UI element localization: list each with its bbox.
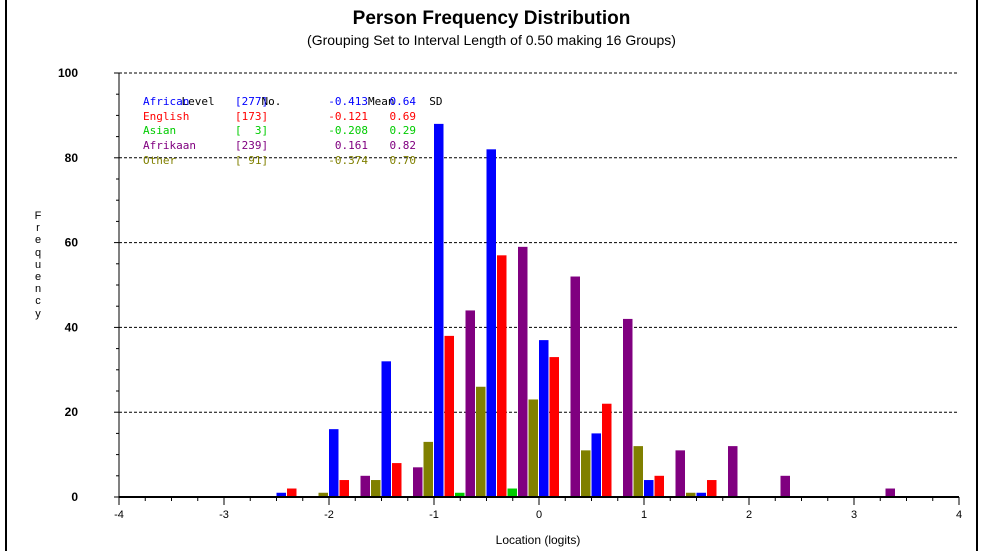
- legend-header: Level No. Mean SD: [143, 80, 443, 108]
- bar-english-5: [549, 357, 559, 497]
- y-tick-label-60: 60: [65, 236, 79, 250]
- bar-african-2: [381, 361, 391, 497]
- legend-header-mean: Mean: [368, 94, 395, 108]
- y-axis-label-char-0: F: [34, 210, 42, 222]
- legend-mean: 0.161: [334, 139, 368, 153]
- bar-other-6: [633, 446, 643, 497]
- legend-count: [ 91]: [235, 153, 269, 167]
- bar-other-2: [423, 441, 433, 497]
- bar-african-3: [434, 123, 444, 497]
- y-axis-label-char-6: n: [34, 283, 42, 296]
- x-tick-label-3: 3: [851, 509, 857, 521]
- legend: Level No. Mean SD African [277] -0.413 0.64 Eng…: [143, 80, 443, 169]
- bar-afrikaan-3: [465, 310, 475, 497]
- legend-count: [ 3]: [235, 124, 269, 138]
- y-axis-label-char-3: q: [34, 246, 42, 259]
- legend-mean: -0.121: [328, 109, 368, 123]
- legend-sd: 0.69: [389, 109, 417, 123]
- y-tick-label-0: 0: [71, 490, 78, 504]
- legend-count: [277]: [235, 94, 269, 108]
- chart-subtitle: (Grouping Set to Interval Length of 0.50…: [307, 32, 676, 48]
- legend-header-sd: SD: [429, 94, 443, 108]
- bar-afrikaan-5: [570, 276, 580, 497]
- y-tick-label-100: 100: [58, 66, 78, 80]
- x-tick-label--3: -3: [219, 509, 229, 521]
- legend-sd: 0.64: [389, 94, 417, 108]
- legend-row-english: English [173] -0.121 0.69: [143, 110, 443, 125]
- bar-english-7: [654, 475, 664, 497]
- bar-afrikaan-9: [780, 475, 790, 497]
- bar-english-4: [497, 255, 507, 497]
- x-tick-label--2: -2: [324, 509, 334, 521]
- bar-english-0: [287, 488, 297, 497]
- y-axis-label-char-7: c: [35, 295, 41, 308]
- legend-header-level: Level: [181, 94, 215, 108]
- plot-frame: [5, 0, 978, 551]
- x-tick-label-2: 2: [746, 509, 752, 521]
- x-tick-label-0: 0: [536, 509, 542, 521]
- bar-other-4: [528, 399, 538, 497]
- x-axis-label: Location (logits): [495, 533, 581, 547]
- bar-other-7: [686, 492, 696, 497]
- bar-english-1: [339, 480, 349, 497]
- bar-afrikaan-11: [885, 488, 895, 497]
- legend-count: [239]: [235, 139, 269, 153]
- bar-african-5: [539, 340, 549, 497]
- bar-african-1: [329, 429, 339, 497]
- y-axis-label-char-2: e: [34, 234, 42, 247]
- legend-sd: 0.82: [389, 139, 417, 153]
- x-tick-label-4: 4: [956, 509, 962, 521]
- bar-afrikaan-8: [728, 446, 738, 497]
- bar-asian-4: [507, 488, 517, 497]
- bar-african-8: [696, 492, 706, 497]
- bar-african-7: [644, 480, 654, 497]
- y-tick-label-20: 20: [65, 405, 79, 419]
- legend-header-no: No.: [261, 94, 282, 108]
- bar-afrikaan-2: [413, 467, 423, 497]
- bar-afrikaan-7: [675, 450, 685, 497]
- y-axis-label-char-4: u: [34, 258, 42, 271]
- bar-other-5: [581, 450, 591, 497]
- bar-other-3: [476, 386, 486, 497]
- bar-afrikaan-4: [518, 246, 528, 497]
- legend-sd: 0.29: [389, 124, 417, 138]
- legend-count: [173]: [235, 109, 269, 123]
- x-tick-label--1: -1: [429, 509, 439, 521]
- bar-other-1: [371, 480, 381, 497]
- bar-english-6: [602, 403, 612, 497]
- bar-african-4: [486, 149, 496, 497]
- bar-english-8: [707, 480, 717, 497]
- legend-row-afrikaan: Afrikaan [239] 0.161 0.82: [143, 139, 443, 154]
- legend-mean: -0.208: [328, 124, 368, 138]
- chart-title: Person Frequency Distribution: [352, 8, 631, 29]
- legend-level: English: [143, 109, 190, 123]
- legend-row-asian: Asian [ 3] -0.208 0.29: [143, 124, 443, 139]
- legend-level: African: [143, 94, 190, 108]
- legend-level: Asian: [143, 124, 177, 138]
- legend-mean: -0.374: [328, 153, 368, 167]
- legend-level: Other: [143, 153, 177, 167]
- bar-english-3: [444, 335, 454, 497]
- x-tick-label-1: 1: [641, 509, 647, 521]
- bar-african-0: [276, 492, 286, 497]
- legend-level: Afrikaan: [143, 139, 196, 153]
- y-axis-label-char-1: r: [36, 222, 40, 235]
- y-axis-label-char-8: y: [35, 307, 41, 320]
- bar-asian-3: [455, 492, 465, 497]
- legend-row-african: African [277] -0.413 0.64: [143, 95, 443, 110]
- bar-other-0: [318, 492, 328, 497]
- legend-sd: 0.70: [389, 153, 417, 167]
- bar-afrikaan-6: [623, 318, 633, 497]
- y-tick-label-40: 40: [65, 320, 79, 334]
- y-tick-label-80: 80: [65, 151, 79, 165]
- bar-afrikaan-1: [360, 475, 370, 497]
- bar-english-2: [392, 463, 402, 497]
- legend-mean: -0.413: [328, 94, 368, 108]
- legend-row-other: Other [ 91] -0.374 0.70: [143, 154, 443, 169]
- bar-african-6: [591, 433, 601, 497]
- y-axis-label-char-5: e: [34, 271, 42, 284]
- x-tick-label--4: -4: [114, 509, 124, 521]
